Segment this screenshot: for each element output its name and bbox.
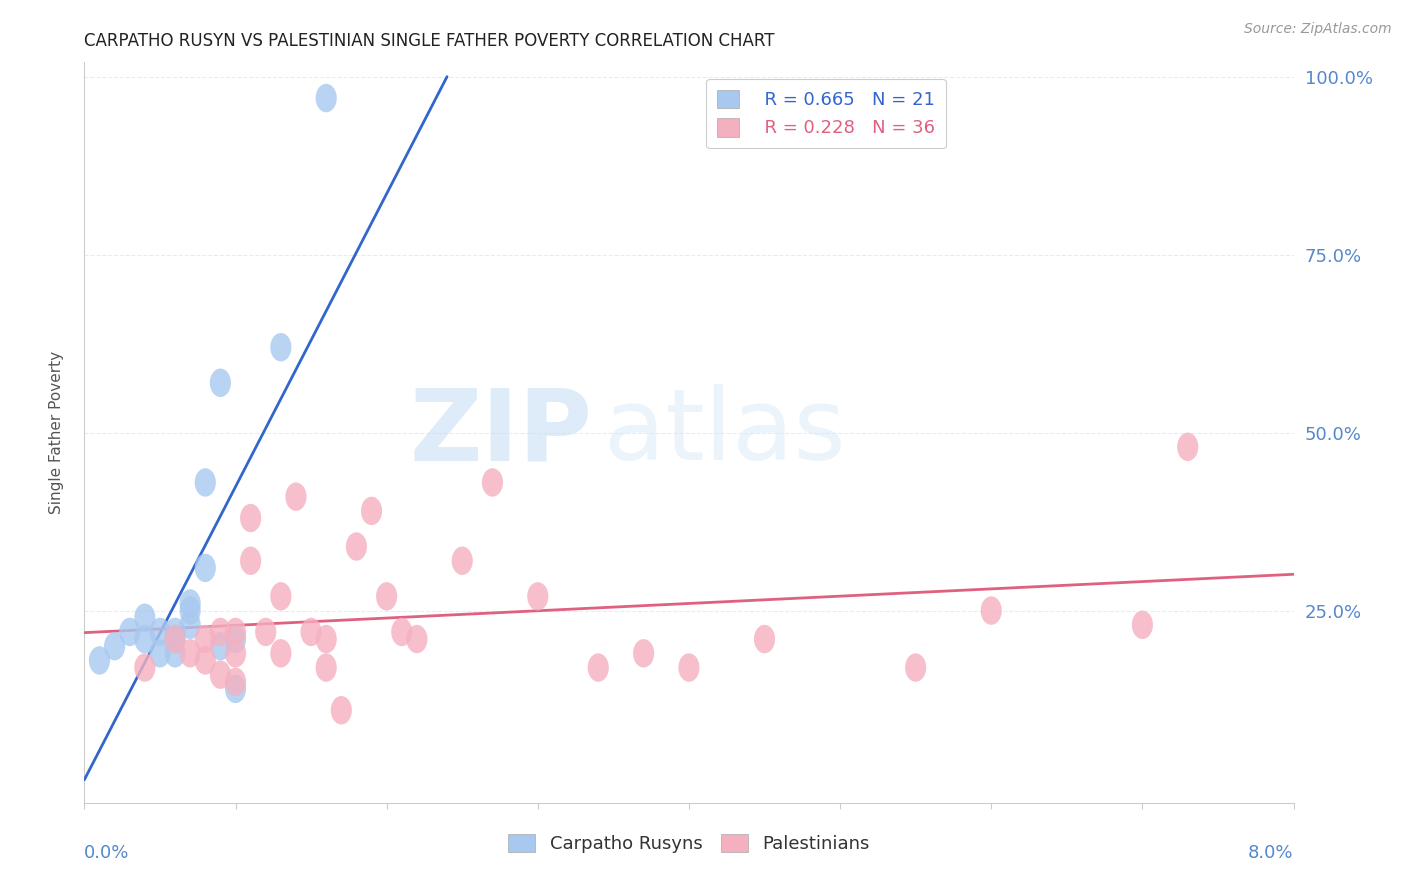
Text: 8.0%: 8.0%: [1249, 844, 1294, 862]
Text: ZIP: ZIP: [409, 384, 592, 481]
Legend: Carpatho Rusyns, Palestinians: Carpatho Rusyns, Palestinians: [501, 827, 877, 861]
Text: 0.0%: 0.0%: [84, 844, 129, 862]
Y-axis label: Single Father Poverty: Single Father Poverty: [49, 351, 63, 514]
Text: CARPATHO RUSYN VS PALESTINIAN SINGLE FATHER POVERTY CORRELATION CHART: CARPATHO RUSYN VS PALESTINIAN SINGLE FAT…: [84, 32, 775, 50]
Text: Source: ZipAtlas.com: Source: ZipAtlas.com: [1244, 22, 1392, 37]
Text: atlas: atlas: [605, 384, 846, 481]
